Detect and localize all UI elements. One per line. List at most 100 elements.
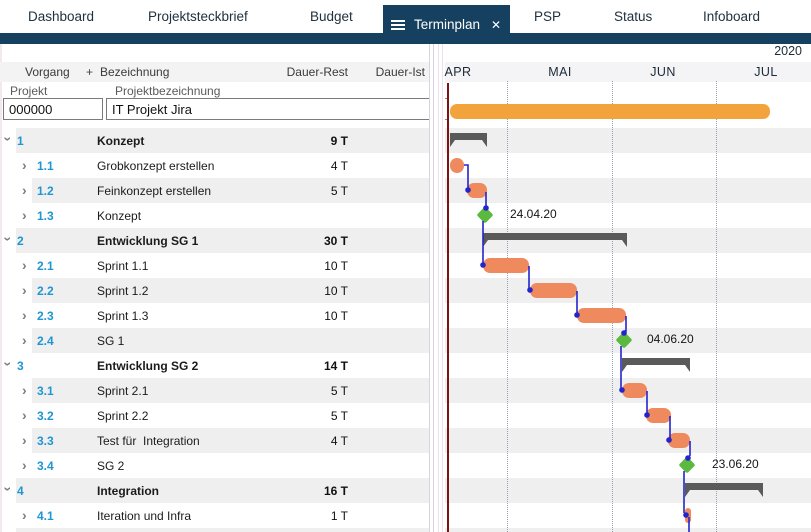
task-row-4[interactable]: › 4 Integration 16 T <box>0 478 429 503</box>
row-background <box>32 328 429 353</box>
task-name: Sprint 2.1 <box>97 384 149 398</box>
task-row-4.1[interactable]: › 4.1 Iteration und Infra 1 T <box>0 503 429 528</box>
task-row-1.3[interactable]: › 1.3 Konzept <box>0 203 429 228</box>
task-row-3.2[interactable]: › 3.2 Sprint 2.2 5 T <box>0 403 429 428</box>
row-background <box>16 128 429 153</box>
task-row-1.2[interactable]: › 1.2 Feinkonzept erstellen 5 T <box>0 178 429 203</box>
row-background <box>32 278 429 303</box>
phase-summary-bar[interactable] <box>483 233 627 247</box>
chevron-right-icon[interactable]: › <box>22 407 27 423</box>
phase-summary-bar[interactable] <box>622 358 690 372</box>
task-duration: 16 T <box>323 484 348 498</box>
task-bar[interactable] <box>646 408 671 423</box>
task-duration: 5 T <box>330 184 348 198</box>
row-background <box>16 228 429 253</box>
chevron-right-icon[interactable]: › <box>22 432 27 448</box>
task-row-1[interactable]: › 1 Konzept 9 T <box>0 128 429 153</box>
project-name-input[interactable] <box>106 98 431 120</box>
task-bar[interactable] <box>577 308 626 323</box>
tab-terminplan-label: Terminplan <box>414 17 481 32</box>
col-header-bezeichnung[interactable]: Bezeichnung <box>100 65 170 79</box>
chevron-right-icon[interactable]: › <box>22 507 27 523</box>
project-summary-bar[interactable] <box>450 104 770 119</box>
task-bar[interactable] <box>622 383 647 398</box>
grid-header: Vorgang + Bezeichnung Dauer-Rest Dauer-I… <box>0 62 429 82</box>
chevron-right-icon[interactable]: › <box>22 182 27 198</box>
project-start-line <box>447 83 449 532</box>
col-header-vorgang[interactable]: Vorgang <box>25 65 70 79</box>
tab-dashboard[interactable]: Dashboard <box>28 9 95 24</box>
chevron-right-icon[interactable]: › <box>22 207 27 223</box>
task-bar[interactable] <box>685 508 691 523</box>
task-id: 4.1 <box>37 509 54 523</box>
gantt-stripe <box>445 528 811 532</box>
task-bar[interactable] <box>530 283 577 298</box>
task-id: 1.1 <box>37 159 54 173</box>
task-row-3.3[interactable]: › 3.3 Test für Integration 4 T <box>0 428 429 453</box>
row-background <box>16 528 429 532</box>
task-id: 1.3 <box>37 209 54 223</box>
task-row-2.2[interactable]: › 2.2 Sprint 1.2 10 T <box>0 278 429 303</box>
task-bar[interactable] <box>483 258 529 273</box>
task-id: 2 <box>17 234 24 248</box>
project-id-input[interactable] <box>3 98 103 120</box>
task-id: 3.2 <box>37 409 54 423</box>
task-id: 2.4 <box>37 334 54 348</box>
row-background <box>32 453 429 478</box>
add-column-button[interactable]: + <box>86 65 94 79</box>
phase-summary-bar[interactable] <box>685 483 763 497</box>
task-duration: 14 T <box>323 359 348 373</box>
task-name: Test für Integration <box>97 434 200 448</box>
chevron-right-icon[interactable]: › <box>22 257 27 273</box>
task-id: 3.1 <box>37 384 54 398</box>
col-header-dauer-ist[interactable]: Dauer-Ist <box>375 65 425 79</box>
chevron-right-icon[interactable]: › <box>22 332 27 348</box>
task-row-3[interactable]: › 3 Entwicklung SG 2 14 T <box>0 353 429 378</box>
task-row-2.1[interactable]: › 2.1 Sprint 1.1 10 T <box>0 253 429 278</box>
col-header-dauer-rest[interactable]: Dauer-Rest <box>286 65 348 79</box>
task-row-3.4[interactable]: › 3.4 SG 2 <box>0 453 429 478</box>
splitter-track-1 <box>429 44 434 532</box>
milestone-diamond[interactable] <box>678 456 696 474</box>
chevron-right-icon[interactable]: › <box>22 157 27 173</box>
tab-status[interactable]: Status <box>614 9 653 24</box>
task-bar[interactable] <box>467 183 487 198</box>
task-row-2.4[interactable]: › 2.4 SG 1 <box>0 328 429 353</box>
chevron-right-icon[interactable]: › <box>22 282 27 298</box>
chevron-down-icon[interactable]: › <box>0 486 17 492</box>
task-name: Entwicklung SG 2 <box>97 359 199 373</box>
tab-terminplan[interactable]: Terminplan ✕ <box>383 5 510 44</box>
chevron-right-icon[interactable]: › <box>22 457 27 473</box>
task-duration: 9 T <box>330 134 348 148</box>
task-bar[interactable] <box>450 158 464 173</box>
chevron-right-icon[interactable]: › <box>22 382 27 398</box>
month-gridline <box>716 81 717 532</box>
chevron-down-icon[interactable]: › <box>0 361 17 367</box>
chevron-down-icon[interactable]: › <box>0 136 17 142</box>
task-row-2.3[interactable]: › 2.3 Sprint 1.3 10 T <box>0 303 429 328</box>
phase-summary-bar[interactable] <box>450 133 487 147</box>
task-name: Sprint 1.3 <box>97 309 149 323</box>
tab-budget[interactable]: Budget <box>310 9 353 24</box>
task-id: 2.1 <box>37 259 54 273</box>
milestone-diamond[interactable] <box>476 206 494 224</box>
task-duration: 1 T <box>330 509 348 523</box>
panel-splitter[interactable] <box>429 44 445 532</box>
tab-infoboard[interactable]: Infoboard <box>703 9 761 24</box>
menu-icon[interactable] <box>391 23 405 26</box>
task-duration: 4 T <box>330 159 348 173</box>
task-name: Sprint 2.2 <box>97 409 149 423</box>
task-bar[interactable] <box>668 433 690 448</box>
tab-psp[interactable]: PSP <box>534 9 562 24</box>
month-label-jun: JUN <box>650 65 676 79</box>
milestone-diamond[interactable] <box>615 331 633 349</box>
task-row-2[interactable]: › 2 Entwicklung SG 1 30 T <box>0 228 429 253</box>
row-background <box>32 253 429 278</box>
splitter-track-2 <box>438 44 443 532</box>
tab-projektsteckbrief[interactable]: Projektsteckbrief <box>148 9 248 24</box>
task-row-3.1[interactable]: › 3.1 Sprint 2.1 5 T <box>0 378 429 403</box>
task-row-1.1[interactable]: › 1.1 Grobkonzept erstellen 4 T <box>0 153 429 178</box>
chevron-right-icon[interactable]: › <box>22 307 27 323</box>
close-icon[interactable]: ✕ <box>490 17 501 32</box>
chevron-down-icon[interactable]: › <box>0 236 17 242</box>
